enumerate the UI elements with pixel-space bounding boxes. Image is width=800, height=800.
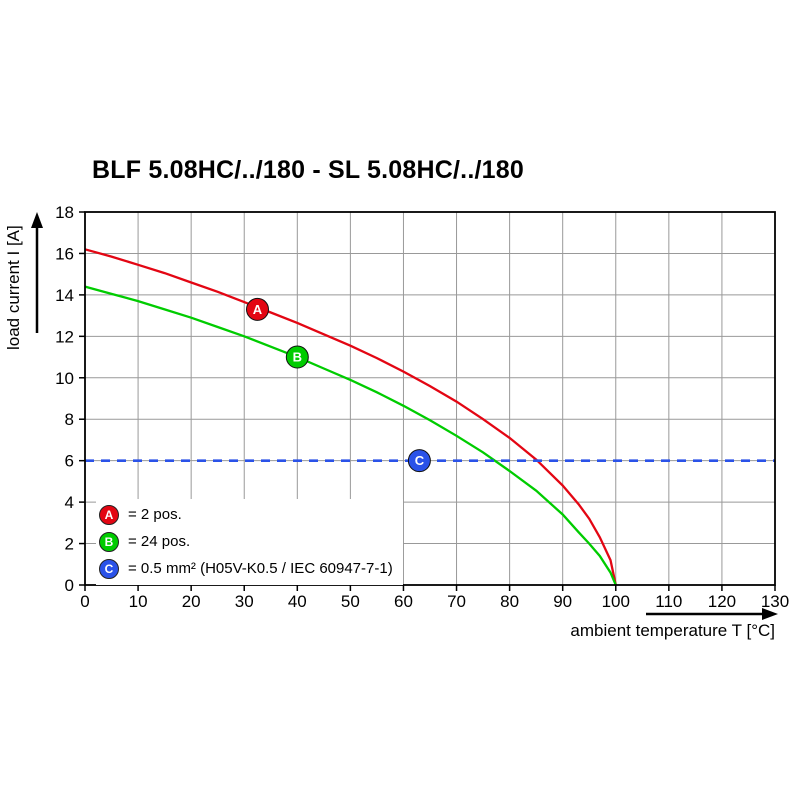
y-tick-label: 2: [65, 535, 74, 554]
chart-title: BLF 5.08HC/../180 - SL 5.08HC/../180: [92, 156, 524, 184]
curve-B: [84, 285, 617, 586]
curve-marker-c-icon: [407, 449, 431, 473]
x-tick-label: 120: [708, 592, 736, 611]
x-tick-label: 130: [761, 592, 789, 611]
curve-marker-a-icon: [246, 297, 269, 321]
curve-marker-letter: A: [253, 302, 263, 317]
x-tick-label: 80: [500, 592, 519, 611]
curve-A: [84, 248, 617, 586]
legend-item-label: = 2 pos.: [128, 506, 182, 523]
legend-marker-a-icon: A: [99, 504, 119, 525]
y-tick-label: 16: [55, 244, 74, 263]
plot-border: [84, 211, 776, 586]
y-axis-arrowhead-icon: [31, 212, 43, 228]
legend-item: C = 0.5 mm² (H05V-K0.5 / IEC 60947-7-1): [99, 555, 393, 582]
legend-item: B = 24 pos.: [99, 528, 393, 555]
legend-marker-b-icon: B: [99, 531, 119, 552]
y-tick-label: 14: [55, 286, 74, 305]
x-tick-label: 50: [341, 592, 360, 611]
chart-legend: A = 2 pos. B = 24 pos. C = 0.5 mm² (H05V…: [96, 499, 403, 585]
curve-marker-letter: C: [415, 453, 425, 468]
x-tick-label: 40: [288, 592, 307, 611]
x-tick-label: 70: [447, 592, 466, 611]
legend-item-label: = 0.5 mm² (H05V-K0.5 / IEC 60947-7-1): [128, 560, 393, 577]
legend-item: A = 2 pos.: [99, 501, 393, 528]
legend-item-label: = 24 pos.: [128, 533, 191, 550]
y-tick-label: 6: [65, 452, 74, 471]
x-tick-label: 20: [182, 592, 201, 611]
x-tick-label: 10: [129, 592, 148, 611]
curve-marker-letter: B: [293, 350, 302, 365]
x-tick-label: 90: [553, 592, 572, 611]
x-tick-label: 60: [394, 592, 413, 611]
curve-marker-b-icon: [285, 345, 309, 369]
x-axis-label: ambient temperature T [°C]: [570, 621, 775, 640]
y-tick-label: 4: [65, 493, 74, 512]
y-tick-label: 18: [55, 203, 74, 222]
legend-marker-c-icon: C: [99, 558, 119, 579]
y-tick-label: 0: [65, 576, 74, 595]
x-tick-label: 30: [235, 592, 254, 611]
x-tick-label: 0: [80, 592, 89, 611]
x-tick-label: 110: [655, 592, 682, 611]
y-tick-label: 10: [55, 369, 74, 388]
x-tick-label: 100: [602, 592, 630, 611]
y-tick-label: 12: [55, 327, 74, 346]
x-axis-arrowhead-icon: [762, 608, 778, 620]
y-axis-label: load current I [A]: [4, 225, 23, 351]
y-tick-label: 8: [65, 410, 74, 429]
